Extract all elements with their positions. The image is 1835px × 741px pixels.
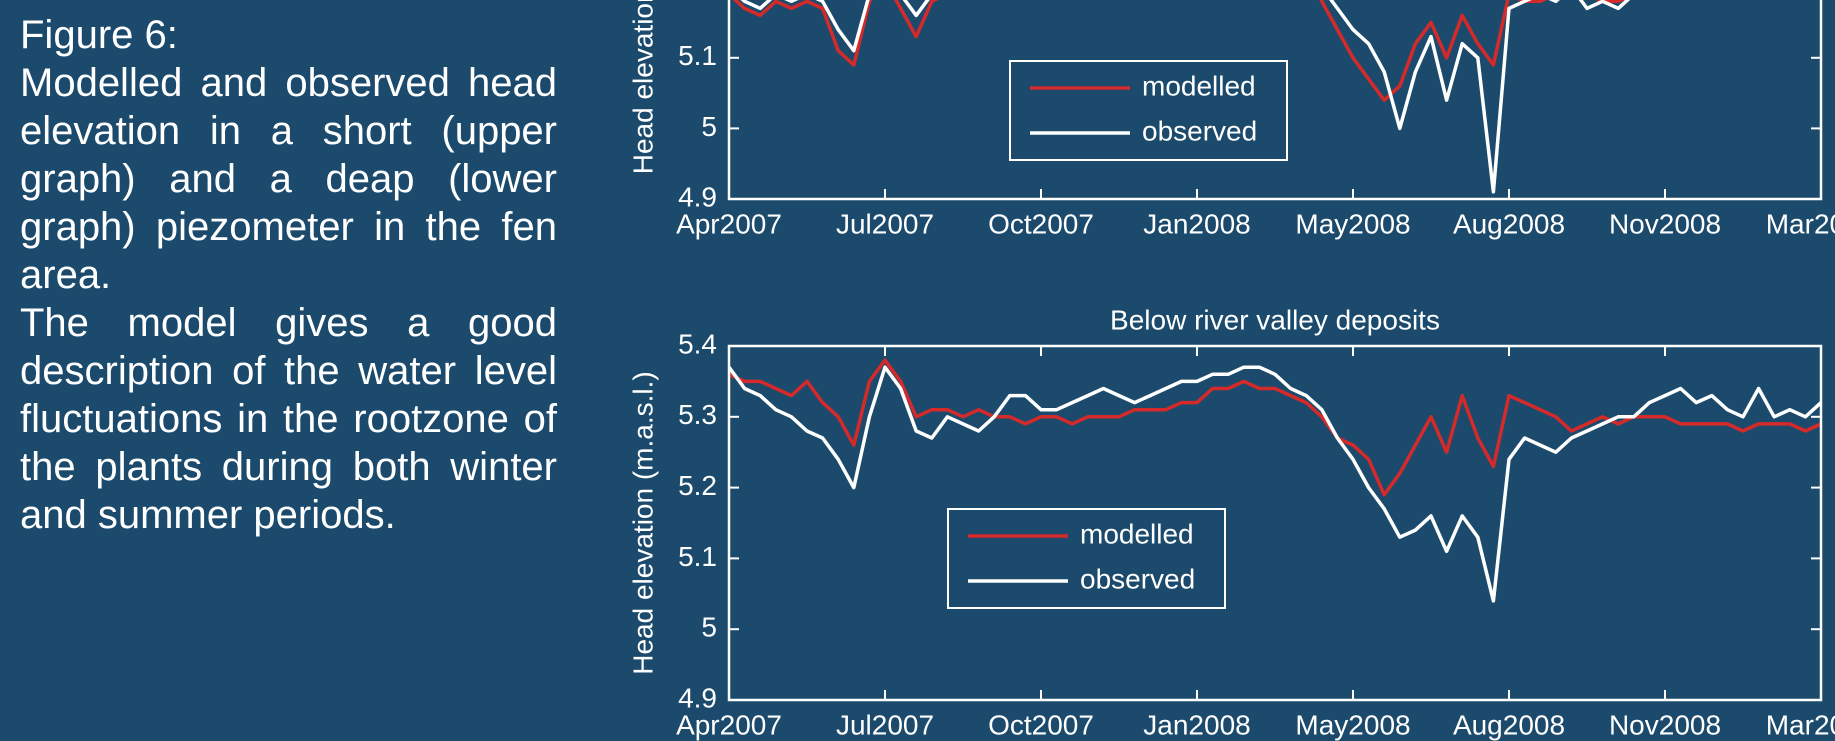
x-tick-label: May2008	[1295, 208, 1410, 239]
legend-box	[947, 508, 1226, 609]
x-tick-label: Apr2007	[676, 709, 782, 740]
legend: modelled observed	[1009, 60, 1288, 161]
y-tick-label: 5.4	[678, 328, 717, 359]
y-axis-label: Head elevation (m.a.s.l.)	[627, 371, 658, 674]
y-tick-label: 4.9	[678, 181, 717, 212]
data-line	[732, 0, 1626, 102]
legend: modelled observed	[947, 508, 1226, 609]
x-tick-label: Nov2008	[1609, 709, 1721, 740]
x-tick-label: Apr2007	[676, 208, 782, 239]
x-tick-label: Nov2008	[1609, 208, 1721, 239]
x-tick-label: May2008	[1295, 709, 1410, 740]
axes-box	[727, 0, 1823, 201]
y-tick-label: 5	[701, 111, 717, 142]
legend-label: modelled	[1142, 70, 1256, 101]
chart: Head elevation (m.a.s.l.) 4.9 5 5.1 Apr2007 J…	[627, 0, 1835, 239]
x-tick-label: Jan2008	[1143, 709, 1250, 740]
plot-area	[729, 358, 1821, 603]
x-tick-label: Mar2009	[1766, 709, 1835, 740]
caption-paragraph: The model gives a good description of th…	[20, 301, 557, 537]
caption: Figure 6: Modelled and observed head ele…	[20, 11, 557, 539]
figure-label: Figure 6:	[20, 13, 178, 57]
x-tick-label: Oct2007	[988, 208, 1094, 239]
data-line	[740, 0, 1631, 194]
y-axis-label: Head elevation (m.a.s.l.)	[627, 0, 658, 174]
x-tick-label: Aug2008	[1453, 709, 1565, 740]
x-tick-label: Aug2008	[1453, 208, 1565, 239]
y-tick-label: 5	[701, 612, 717, 643]
axes-box	[727, 344, 1823, 702]
legend-label: observed	[1142, 115, 1257, 146]
x-tick-label: Oct2007	[988, 709, 1094, 740]
x-tick-label: Jul2007	[836, 208, 934, 239]
legend-label: modelled	[1080, 518, 1194, 549]
legend-box	[1009, 60, 1288, 161]
x-tick-label: Jan2008	[1143, 208, 1250, 239]
data-line	[729, 365, 1821, 603]
x-tick-label: Mar2009	[1766, 208, 1835, 239]
y-tick-label: 5.2	[678, 470, 717, 501]
y-tick-label: 5.1	[678, 40, 717, 71]
caption-paragraph: Modelled and observed head elevation in …	[20, 61, 557, 297]
chart-title: Below river valley deposits	[1110, 304, 1440, 335]
y-tick-label: 4.9	[678, 682, 717, 713]
chart: Below river valley deposits Head elevatio…	[627, 304, 1835, 740]
y-tick-label: 5.1	[678, 541, 717, 572]
legend-label: observed	[1080, 563, 1195, 594]
y-tick-label: 5.3	[678, 399, 717, 430]
data-line	[729, 358, 1821, 497]
x-tick-label: Jul2007	[836, 709, 934, 740]
plot-area	[732, 0, 1631, 194]
